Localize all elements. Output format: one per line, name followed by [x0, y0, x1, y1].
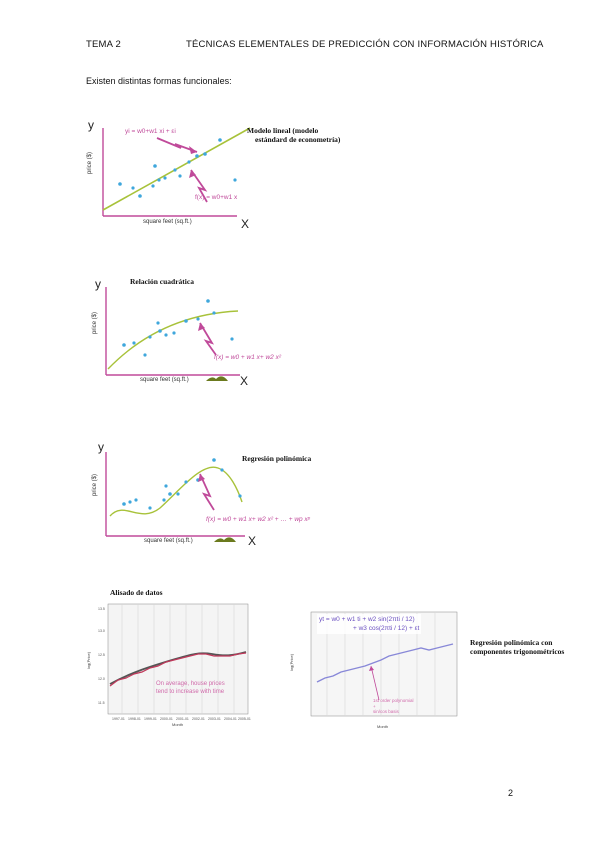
svg-text:2004-01: 2004-01	[224, 717, 237, 721]
sqft-label: square feet (sq.ft.)	[140, 377, 189, 383]
logprice-label: log(Price)	[289, 653, 295, 672]
figure-linear: y X price ($) square feet (sq.ft.) yi = …	[85, 118, 355, 233]
annotation-line2: tend to increase with time	[156, 689, 225, 695]
month-label: Month	[172, 722, 184, 727]
y-axis-label: y	[98, 440, 104, 454]
intro-text: Existen distintas formas funcionales:	[86, 76, 232, 86]
trig-annot-line3: sin/cos basis	[373, 709, 399, 714]
svg-text:2000-01: 2000-01	[160, 717, 173, 721]
quadratic-plot	[105, 287, 240, 381]
svg-text:13.0: 13.0	[98, 629, 105, 633]
svg-text:2003-01: 2003-01	[208, 717, 221, 721]
y-axis-label: y	[95, 277, 101, 291]
svg-text:1998-01: 1998-01	[128, 717, 141, 721]
caption: Relación cuadrática	[130, 277, 194, 286]
smoothing-caption: Alisado de datos	[110, 588, 163, 597]
price-label: price ($)	[92, 312, 98, 335]
price-label: price ($)	[87, 152, 93, 175]
y-axis-label: y	[88, 118, 94, 132]
svg-text:11.5: 11.5	[98, 701, 105, 705]
trig-eq-line1: yt = w0 + w1 ti + w2 sin(2πti / 12)	[319, 616, 415, 623]
trig-caption-line1: Regresión polinómica con	[470, 638, 553, 647]
month-label: Month	[377, 724, 389, 729]
svg-text:12.5: 12.5	[98, 653, 105, 657]
x-axis-label: X	[240, 374, 249, 388]
smoothing-plot: 11.5 12.0 12.5 13.0 13.5 1997-01 1998-01 199…	[98, 603, 251, 721]
trig-annot-line1: 1st order polynomial	[373, 698, 414, 703]
page-number: 2	[508, 788, 514, 798]
figure-smoothing: 11.5 12.0 12.5 13.0 13.5 1997-01 1998-01 199…	[86, 600, 252, 732]
equation: f(x) = w0 + w1 x+ w2 x²	[214, 354, 282, 361]
svg-text:2002-01: 2002-01	[192, 717, 205, 721]
sqft-label: square feet (sq.ft.)	[144, 538, 193, 544]
x-axis-label: X	[248, 534, 257, 548]
trig-annotation: 1st order polynomial + sin/cos basis	[373, 698, 414, 715]
svg-text:2001-01: 2001-01	[176, 717, 189, 721]
header-tema: TEMA 2	[86, 39, 121, 50]
figure-polynomial: y X price ($) square feet (sq.ft.) f(x) …	[90, 440, 370, 552]
caption-line1: Modelo lineal (modelo	[247, 126, 319, 135]
figure-trig: yt = w0 + w1 ti + w2 sin(2πti / 12) + w3…	[289, 608, 465, 734]
trig-eq-line2: + w3 cos(2πti / 12) + εt	[353, 625, 420, 632]
trig-equation: yt = w0 + w1 ti + w2 sin(2πti / 12) + w3…	[317, 614, 422, 634]
logprice-label: log(Price)	[86, 651, 92, 670]
caption-line2: estándard de econometría)	[255, 135, 341, 144]
trig-annot-line2: +	[373, 703, 376, 709]
svg-text:13.5: 13.5	[98, 607, 105, 611]
figure-quadratic: y X price ($) square feet (sq.ft.) f(x) …	[90, 275, 330, 390]
trig-caption: Regresión polinómica con componentes tri…	[470, 638, 564, 656]
annotation-line1: On average, house prices	[156, 681, 225, 687]
svg-text:1999-01: 1999-01	[144, 717, 157, 721]
trig-caption-line2: componentes trigonométricos	[470, 647, 565, 656]
equation: f(x) = w0 + w1 x+ w2 x² + … + wp xᵖ	[206, 516, 311, 523]
svg-text:1997-01: 1997-01	[112, 717, 125, 721]
caption: Regresión polinómica	[242, 454, 312, 463]
polynomial-plot	[105, 452, 245, 542]
header-title: TÉCNICAS ELEMENTALES DE PREDICCIÓN CON I…	[186, 39, 544, 50]
sqft-label: square feet (sq.ft.)	[143, 219, 192, 225]
x-axis-label: X	[241, 217, 250, 231]
linear-plot	[102, 127, 251, 217]
svg-text:2005-01: 2005-01	[238, 717, 251, 721]
svg-text:12.0: 12.0	[98, 677, 105, 681]
price-label: price ($)	[92, 474, 98, 497]
equation-top: yi = w0+w1 xi + εi	[125, 128, 176, 135]
equation-bottom: f(x) = w0+w1 x	[195, 194, 238, 201]
smoothing-annotation: On average, house prices tend to increas…	[156, 680, 225, 696]
